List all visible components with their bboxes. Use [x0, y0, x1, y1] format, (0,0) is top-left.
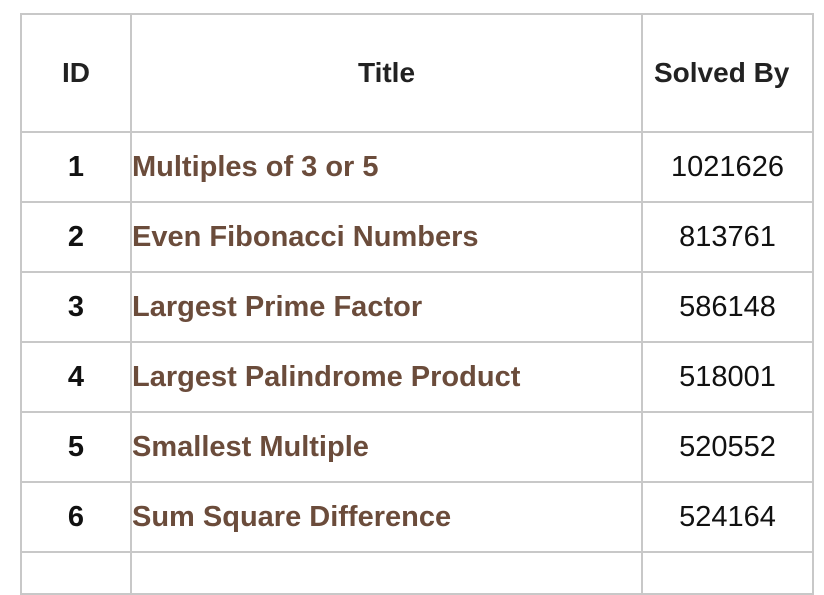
- table-row: 3 Largest Prime Factor 586148: [20, 271, 814, 343]
- header-solved-by[interactable]: Solved By: [641, 13, 814, 133]
- problem-id: 2: [20, 201, 132, 273]
- problem-title-link[interactable]: Sum Square Difference: [132, 500, 452, 533]
- problem-title-cell: Multiples of 3 or 5: [130, 131, 643, 203]
- problem-id: 3: [20, 271, 132, 343]
- solved-by-count: 1021626: [641, 131, 814, 203]
- problem-id: 1: [20, 131, 132, 203]
- header-id[interactable]: ID: [20, 13, 132, 133]
- problems-table: ID Title Solved By 1 Multiples of 3 or 5…: [20, 13, 814, 595]
- solved-by-count: 524164: [641, 481, 814, 553]
- table-header: ID Title Solved By: [20, 13, 814, 133]
- problem-id: 5: [20, 411, 132, 483]
- problem-title-link[interactable]: Smallest Multiple: [132, 430, 369, 463]
- partial-cell: [20, 551, 132, 595]
- table-row: 2 Even Fibonacci Numbers 813761: [20, 201, 814, 273]
- problem-title-cell: Smallest Multiple: [130, 411, 643, 483]
- header-title[interactable]: Title: [130, 13, 643, 133]
- table-row: 4 Largest Palindrome Product 518001: [20, 341, 814, 413]
- problem-title-link[interactable]: Even Fibonacci Numbers: [132, 220, 479, 253]
- table-row: 1 Multiples of 3 or 5 1021626: [20, 131, 814, 203]
- problem-title-cell: Largest Palindrome Product: [130, 341, 643, 413]
- table-row: 5 Smallest Multiple 520552: [20, 411, 814, 483]
- solved-by-count: 520552: [641, 411, 814, 483]
- problem-title-link[interactable]: Largest Prime Factor: [132, 290, 423, 323]
- solved-by-count: 518001: [641, 341, 814, 413]
- solved-by-count: 586148: [641, 271, 814, 343]
- partial-cell: [641, 551, 814, 595]
- problem-title-link[interactable]: Multiples of 3 or 5: [132, 150, 379, 183]
- problem-id: 6: [20, 481, 132, 553]
- solved-by-count: 813761: [641, 201, 814, 273]
- problems-table-container: ID Title Solved By 1 Multiples of 3 or 5…: [20, 13, 814, 595]
- partial-cell: [130, 551, 643, 595]
- table-body: 1 Multiples of 3 or 5 1021626 2 Even Fib…: [20, 131, 814, 595]
- table-row-partial: [20, 551, 814, 595]
- table-row: 6 Sum Square Difference 524164: [20, 481, 814, 553]
- problem-title-cell: Even Fibonacci Numbers: [130, 201, 643, 273]
- problem-title-cell: Sum Square Difference: [130, 481, 643, 553]
- header-row: ID Title Solved By: [20, 13, 814, 133]
- problem-title-cell: Largest Prime Factor: [130, 271, 643, 343]
- problem-id: 4: [20, 341, 132, 413]
- problem-title-link[interactable]: Largest Palindrome Product: [132, 360, 521, 393]
